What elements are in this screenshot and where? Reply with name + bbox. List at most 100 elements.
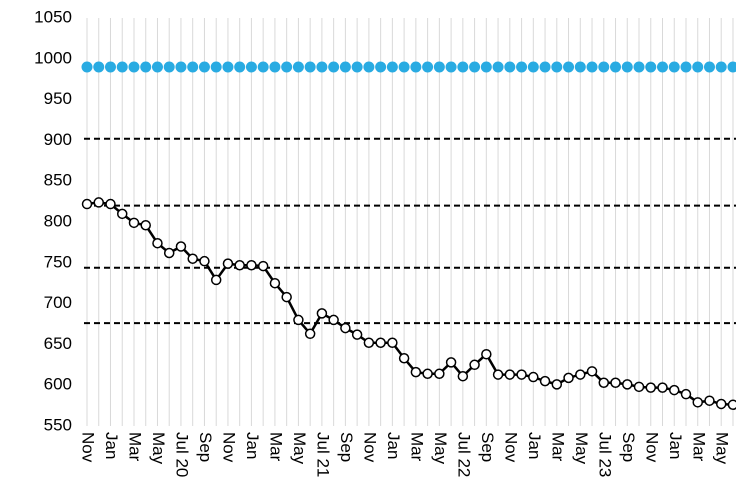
point [93,197,104,208]
point [104,61,116,73]
point [222,258,234,269]
point [410,61,422,73]
point [116,208,128,220]
point [81,61,93,73]
point [140,61,152,73]
point [516,369,527,380]
point [610,61,622,73]
point [281,291,292,303]
x-tick-label: Mar [407,432,426,462]
point [281,61,293,73]
y-tick-label: 850 [44,171,72,190]
point [657,61,669,73]
y-tick-label: 550 [44,415,72,434]
y-tick-label: 1050 [34,7,72,26]
point [81,198,93,210]
x-tick-label: Jan [102,432,121,459]
point [128,217,140,229]
point [481,348,492,360]
point [492,369,504,380]
point [398,61,410,73]
point [340,322,351,334]
point [387,337,398,349]
x-tick-label: Jul 23 [595,432,614,477]
point [528,371,539,383]
point [234,259,245,271]
x-tick-label: Jan [384,432,403,459]
point [645,61,657,73]
point [199,255,210,267]
x-tick-label: Mar [266,432,285,462]
point [316,308,328,319]
point [245,61,257,73]
y-tick-label: 1000 [34,48,72,67]
x-tick-label: Nov [501,432,520,463]
point [680,61,692,73]
point [163,247,175,259]
point [163,61,175,73]
point [151,61,163,73]
point [328,61,340,73]
point [175,61,187,73]
point [645,382,657,393]
y-tick-label: 600 [44,375,72,394]
point [398,353,410,364]
point [527,61,539,73]
y-tick-label: 950 [44,89,72,108]
x-tick-label: Nov [219,432,238,463]
y-tick-label: 650 [44,334,72,353]
point [128,61,140,73]
x-tick-label: Nov [79,432,98,463]
point [563,372,574,384]
point [116,61,128,73]
x-tick-label: Jul 21 [313,432,332,477]
point [657,382,668,393]
x-tick-label: Jan [525,432,544,459]
point [703,61,715,73]
point [633,61,645,73]
point [469,359,480,371]
point [375,337,386,349]
point [610,377,621,389]
x-tick-label: Jan [243,432,262,459]
x-tick-label: May [572,432,591,465]
point [140,220,151,231]
y-tick-label: 700 [44,293,72,312]
point [269,277,281,289]
x-tick-label: Nov [360,432,379,463]
point [504,61,516,73]
point [433,61,445,73]
x-tick-label: Mar [689,432,708,462]
x-tick-label: May [713,432,732,465]
x-tick-label: May [431,432,450,465]
point [410,366,422,378]
y-tick-label: 900 [44,130,72,149]
point [257,260,269,272]
point [551,379,563,390]
point [727,399,736,411]
point [292,61,304,73]
point [622,379,633,390]
point [551,61,563,73]
point [715,61,727,73]
point [469,61,481,73]
y-tick-label: 800 [44,211,72,230]
x-tick-label: Mar [125,432,144,462]
point [480,61,492,73]
point [222,61,234,73]
x-tick-label: Sep [619,432,638,462]
point [351,329,363,340]
point [715,398,727,410]
x-tick-label: May [290,432,309,465]
point [680,388,692,400]
point [363,337,375,349]
data-line [86,201,734,407]
point [669,384,680,396]
y-tick-label: 750 [44,252,72,271]
x-tick-label: Jul 22 [454,432,473,477]
point [422,368,433,380]
point [187,253,198,264]
point [434,368,445,380]
point [304,61,316,73]
point [304,328,316,340]
